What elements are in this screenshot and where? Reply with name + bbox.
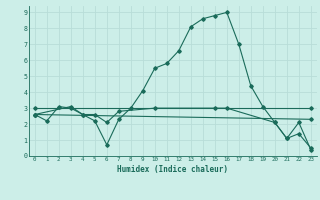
X-axis label: Humidex (Indice chaleur): Humidex (Indice chaleur) — [117, 165, 228, 174]
